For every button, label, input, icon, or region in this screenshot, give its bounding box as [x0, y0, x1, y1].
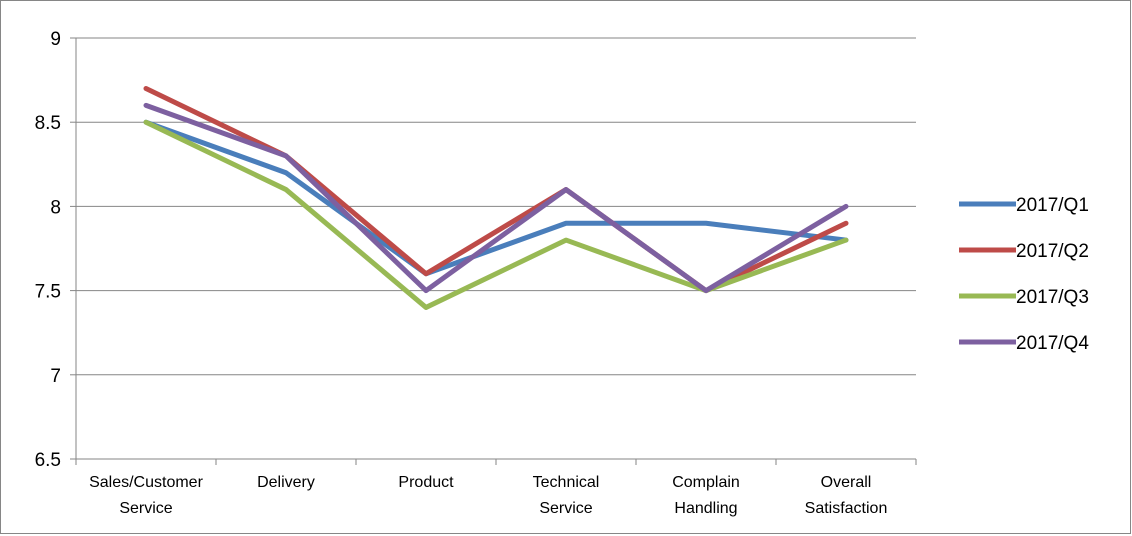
- series-lines: [143, 86, 849, 310]
- series-line-2017-q3: [143, 119, 849, 310]
- x-tick-label: Technical Service: [533, 474, 600, 517]
- y-tick-label: 8: [50, 197, 61, 218]
- gridlines: [76, 37, 916, 376]
- legend: 2017/Q1 2017/Q2 2017/Q3 2017/Q4: [959, 195, 1089, 354]
- y-tick-label: 6.5: [35, 450, 61, 471]
- y-tick-label: 8.5: [35, 113, 61, 134]
- y-tick-label: 7: [50, 366, 61, 387]
- legend-label: 2017/Q1: [1016, 195, 1089, 216]
- series-line-2017-q2: [143, 86, 849, 294]
- series-line-2017-q4: [143, 102, 849, 294]
- legend-label: 2017/Q2: [1016, 241, 1089, 262]
- x-tick-label: Sales/Customer Service: [89, 474, 203, 517]
- x-tick-label: Product: [398, 474, 454, 491]
- legend-label: 2017/Q3: [1016, 287, 1089, 308]
- x-tick-label: Overall Satisfaction: [805, 474, 888, 517]
- y-tick-label: 7.5: [35, 282, 61, 303]
- series-line-2017-q1: [143, 119, 849, 277]
- legend-label: 2017/Q4: [1016, 333, 1089, 354]
- x-tick-label: Complain Handling: [672, 474, 740, 517]
- x-tick-label: Delivery: [257, 474, 315, 491]
- y-tick-label: 9: [50, 29, 61, 50]
- axes: 6.5 7 7.5 8 8.5 9 Sales/Customer Service Deliver…: [35, 29, 917, 517]
